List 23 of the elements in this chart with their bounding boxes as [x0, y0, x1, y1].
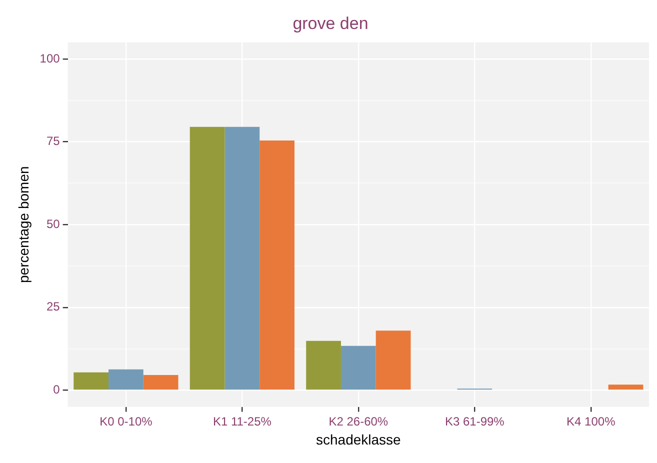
bar — [190, 126, 225, 390]
y-tick-label: 25 — [46, 300, 60, 314]
x-tick-label: K3 61-99% — [444, 414, 505, 428]
x-axis-title: schadeklasse — [316, 431, 402, 448]
bar — [340, 346, 376, 390]
bar — [143, 375, 178, 390]
x-tick-label: K4 100% — [566, 414, 616, 428]
bar — [260, 140, 294, 390]
y-tick-label: 50 — [46, 216, 60, 231]
y-tick-label: 0 — [53, 382, 60, 397]
x-tick-label: K0 0-10% — [100, 414, 153, 428]
y-tick-label: 75 — [46, 134, 60, 148]
bar — [376, 330, 411, 390]
x-tick-label: K1 11-25% — [212, 414, 272, 428]
bar — [306, 340, 341, 390]
bar — [224, 126, 260, 390]
bar — [608, 384, 644, 390]
x-tick-label: K2 26-60% — [328, 414, 388, 428]
y-tick-label: 100 — [40, 51, 60, 66]
bar — [74, 372, 109, 390]
y-axis-title: percentage bomen — [15, 166, 32, 283]
bar — [108, 369, 144, 390]
chart-title: grove den — [292, 14, 368, 33]
